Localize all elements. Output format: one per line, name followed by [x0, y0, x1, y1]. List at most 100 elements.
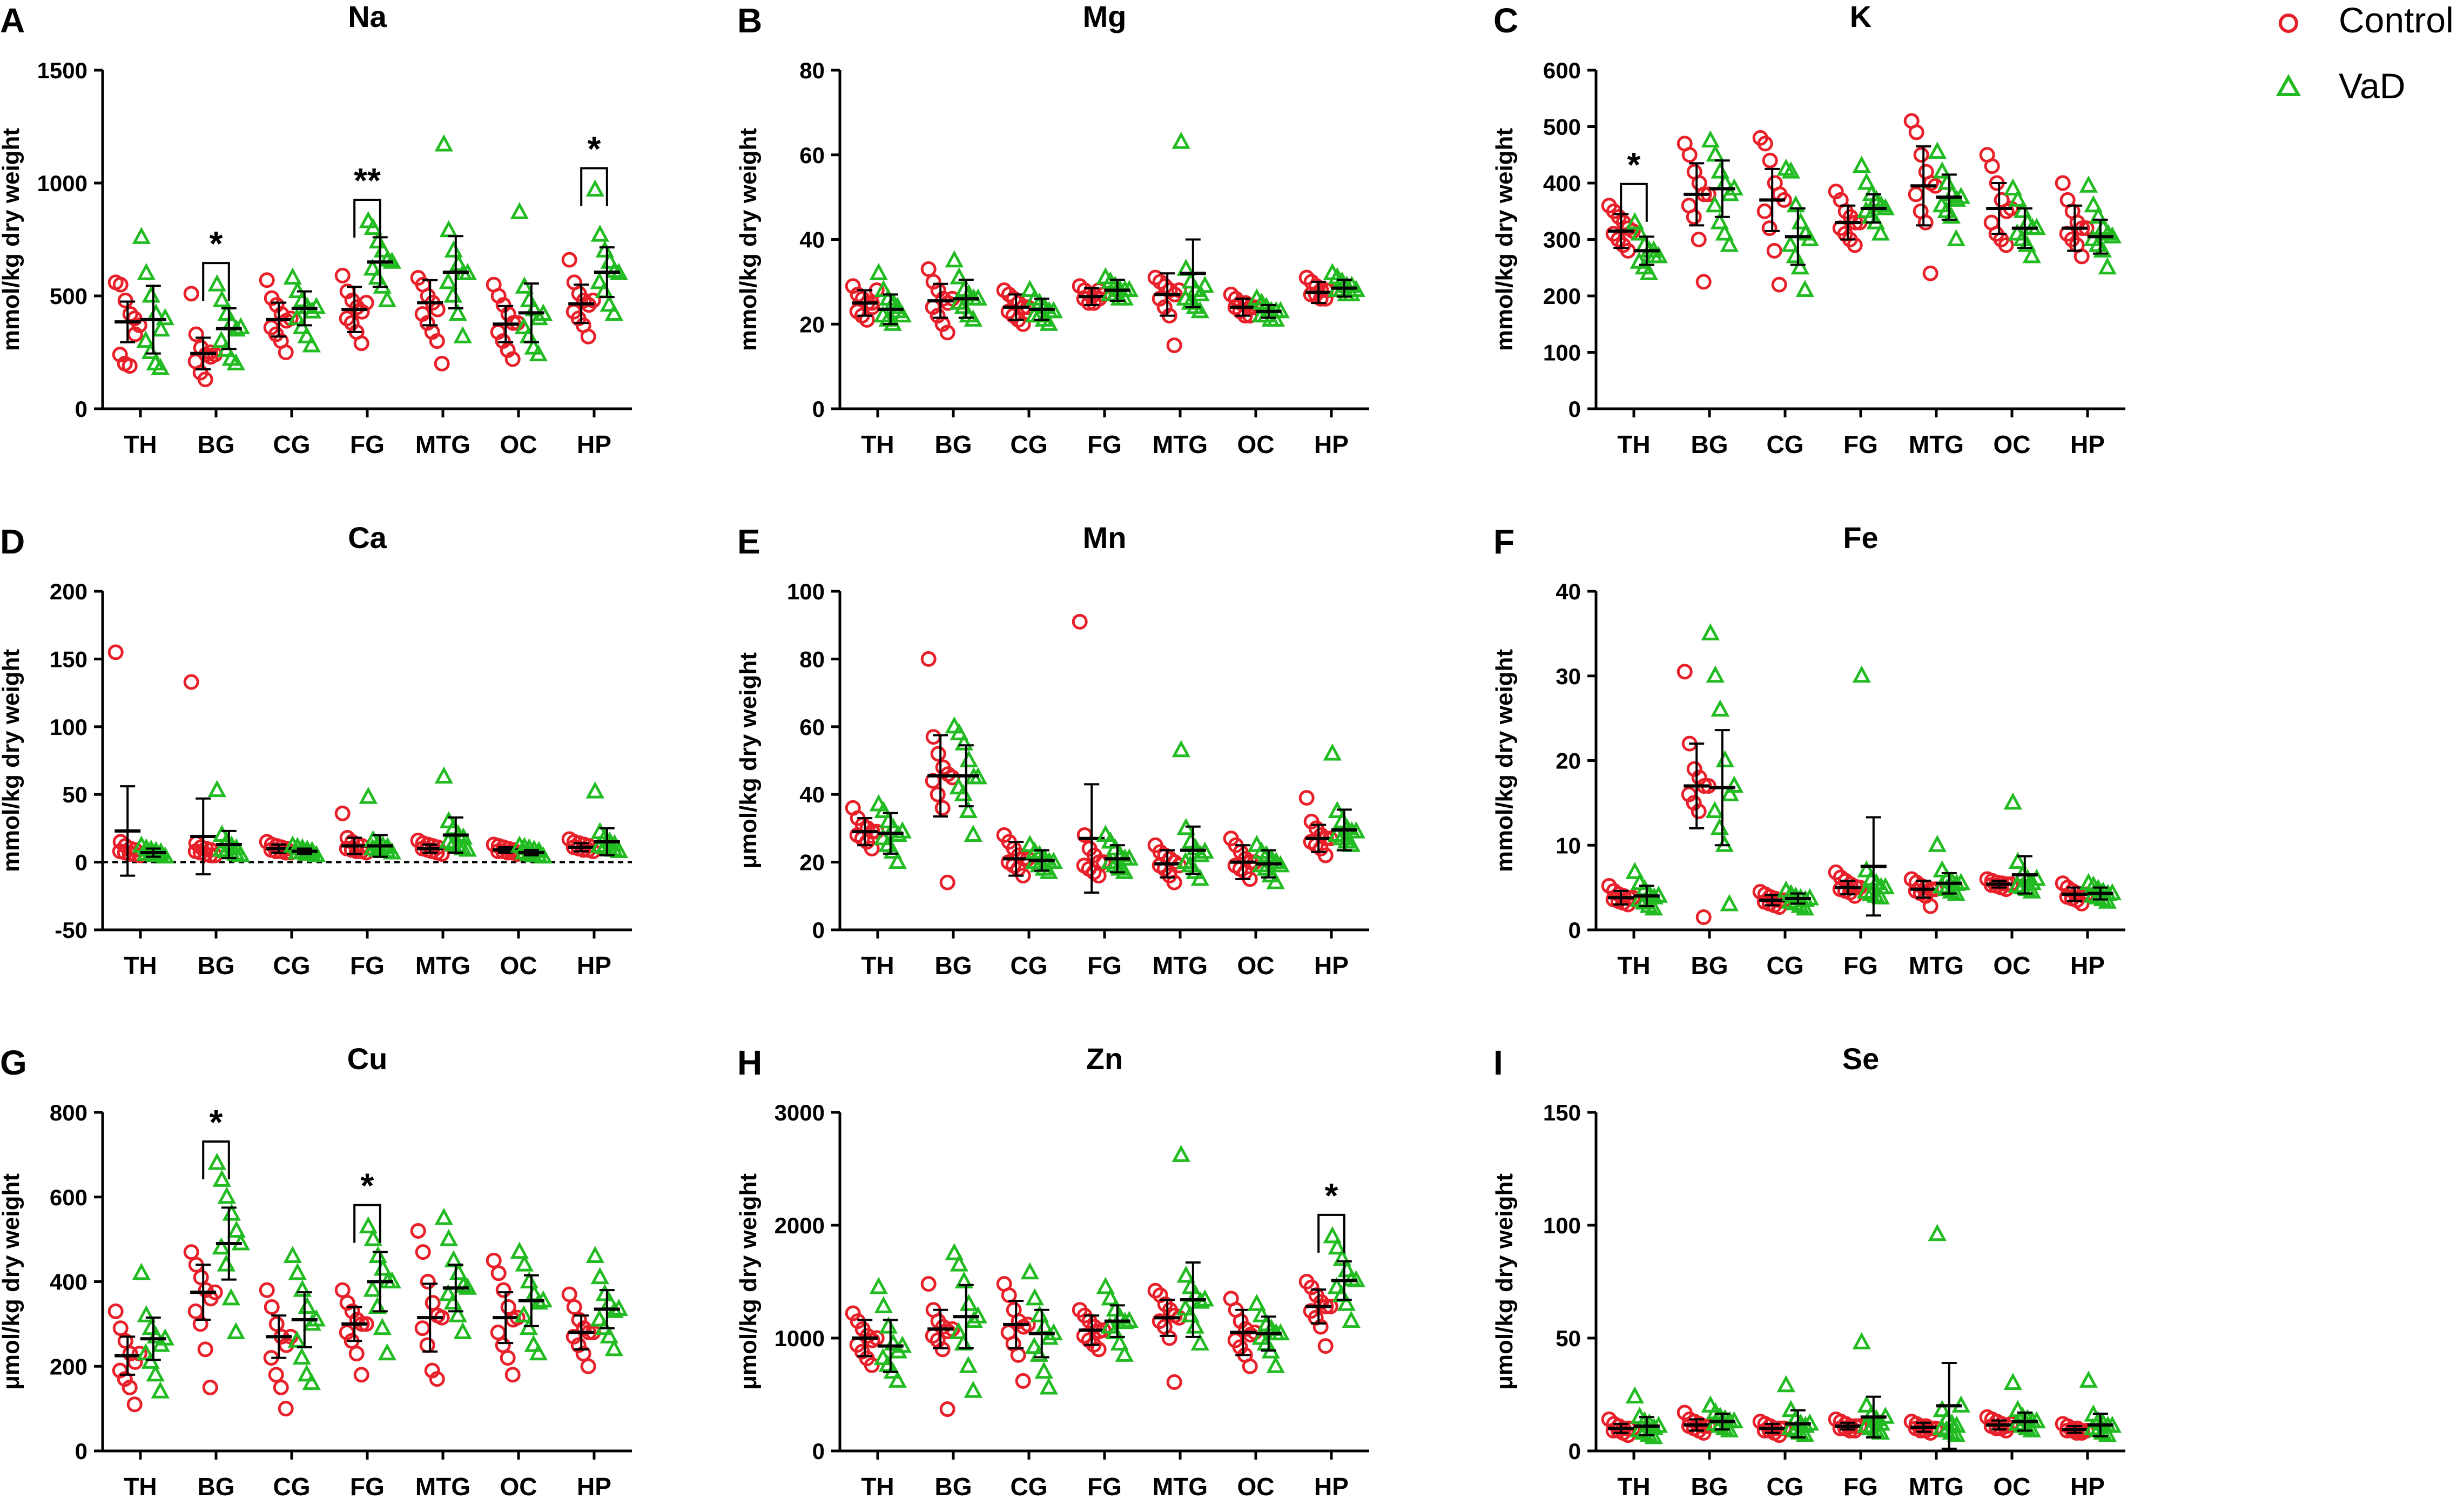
data-point-control: [1913, 1422, 1929, 1439]
x-tick-label: FG: [1843, 951, 1878, 980]
data-point-vad: [142, 1318, 160, 1335]
data-point-control: [1908, 124, 1924, 140]
data-point-vad: [1947, 1424, 1965, 1442]
data-point-vad: [1857, 1395, 1876, 1413]
data-point-vad: [1039, 1377, 1058, 1395]
data-point-vad: [1625, 862, 1644, 879]
data-point-control: [425, 1295, 441, 1311]
x-tick-label: CG: [273, 430, 311, 458]
data-point-vad: [1266, 872, 1285, 889]
data-point-vad: [869, 262, 888, 280]
data-point-vad: [888, 1370, 907, 1388]
data-point-vad: [137, 262, 156, 280]
x-tick-label: FG: [1087, 1473, 1122, 1499]
data-point-vad: [585, 179, 604, 197]
x-tick-label: FG: [350, 951, 385, 980]
data-point-control: [1677, 664, 1693, 680]
panel-title: Zn: [1086, 1042, 1123, 1076]
data-point-vad: [378, 1343, 396, 1361]
data-point-vad: [1928, 141, 1947, 159]
data-point-vad: [1781, 234, 1800, 252]
data-point-vad: [510, 202, 529, 219]
y-tick-label: 600: [1543, 58, 1581, 83]
y-axis-label: μmol/kg dry weight: [0, 1173, 24, 1390]
data-point-vad: [874, 801, 893, 819]
panel-letter: G: [0, 1043, 27, 1082]
data-point-vad: [595, 240, 614, 258]
data-point-control: [1015, 1373, 1031, 1389]
data-point-vad: [1649, 246, 1668, 264]
data-point-control: [1695, 909, 1712, 925]
data-point-vad: [359, 786, 378, 804]
data-point-vad: [1110, 1333, 1129, 1351]
data-point-control: [930, 786, 946, 802]
data-point-control: [187, 1303, 204, 1319]
significance-marker: *: [588, 130, 601, 168]
data-point-vad: [869, 1277, 888, 1294]
data-point-control: [500, 1299, 516, 1315]
data-point-control: [112, 1320, 129, 1336]
data-point-vad: [959, 801, 978, 819]
data-point-vad: [132, 1262, 151, 1280]
data-point-control: [1233, 1313, 1249, 1329]
y-tick-label: 2000: [775, 1213, 825, 1238]
y-tick-label: 150: [1543, 1100, 1581, 1125]
data-point-control: [934, 800, 951, 816]
data-point-control: [1691, 232, 1707, 247]
panel-letter: E: [737, 522, 760, 561]
data-point-vad: [1172, 1145, 1190, 1162]
data-point-vad: [1625, 1386, 1644, 1404]
y-tick-label: 0: [812, 396, 825, 422]
data-point-vad: [283, 267, 302, 285]
data-point-vad: [1630, 223, 1649, 241]
data-point-control: [122, 846, 138, 862]
panel-f: F Fe 0 10 20 30 40 mmol/kg dry weight TH BG CG FG MT…: [1491, 521, 2125, 980]
x-tick-label: FG: [1843, 1473, 1878, 1499]
data-point-vad: [1342, 284, 1361, 301]
data-point-vad: [207, 274, 226, 292]
x-tick-label: TH: [1617, 1473, 1650, 1499]
data-point-vad: [1332, 1248, 1351, 1266]
data-point-control: [1761, 220, 1778, 237]
data-point-vad: [444, 240, 463, 258]
data-point-control: [934, 1341, 951, 1358]
data-point-vad: [964, 1380, 982, 1398]
significance-bracket: [353, 1204, 381, 1243]
data-point-vad: [959, 1294, 978, 1311]
data-point-vad: [1247, 1294, 1266, 1311]
data-point-vad: [444, 1250, 463, 1267]
data-point-vad: [1852, 665, 1871, 683]
data-point-vad: [302, 1313, 321, 1331]
x-tick-label: HP: [577, 430, 611, 458]
data-point-control: [334, 805, 351, 821]
data-point-control: [126, 1396, 143, 1413]
x-tick-label: BG: [198, 1473, 235, 1499]
x-tick-label: OC: [500, 1473, 537, 1499]
x-tick-label: TH: [861, 951, 894, 980]
data-point-vad: [954, 1271, 973, 1288]
x-tick-label: HP: [1314, 430, 1349, 458]
data-point-vad: [2017, 234, 2036, 252]
y-tick-label: 60: [799, 143, 825, 168]
data-point-vad: [448, 303, 467, 321]
data-point-control: [486, 1252, 502, 1268]
significance-marker: *: [210, 224, 223, 263]
data-point-control: [1757, 136, 1773, 152]
data-point-vad: [1720, 234, 1739, 252]
data-point-control: [495, 1337, 511, 1353]
significance-marker: *: [1325, 1176, 1338, 1215]
data-point-vad: [1115, 288, 1134, 306]
data-point-vad: [1025, 1336, 1044, 1354]
data-point-vad: [439, 1284, 457, 1301]
y-axis-label: mmol/kg dry weight: [0, 649, 24, 873]
x-tick-label: MTG: [415, 951, 470, 980]
data-point-vad: [893, 305, 912, 323]
data-point-vad: [520, 1271, 538, 1288]
data-point-control: [420, 1274, 436, 1289]
data-point-vad: [302, 335, 321, 353]
x-tick-label: MTG: [1909, 1473, 1964, 1499]
significance-bracket: [1620, 183, 1648, 222]
data-point-vad: [874, 280, 893, 298]
data-point-vad: [1020, 1262, 1039, 1280]
data-point-vad: [600, 294, 618, 312]
